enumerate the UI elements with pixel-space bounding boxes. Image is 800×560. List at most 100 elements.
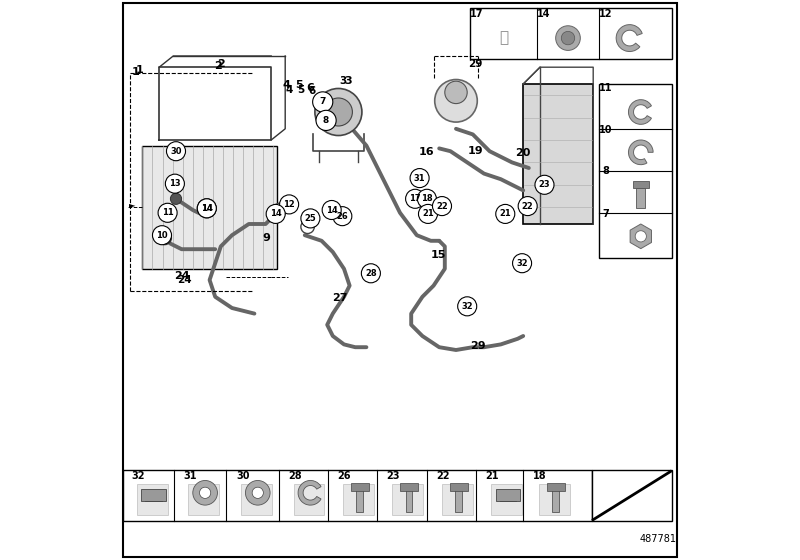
Text: 16: 16 — [418, 147, 434, 157]
Circle shape — [301, 220, 314, 234]
Bar — [455, 490, 462, 512]
Text: 22: 22 — [436, 202, 448, 211]
Text: 21: 21 — [422, 209, 434, 218]
Circle shape — [535, 175, 554, 194]
Bar — [137, 484, 168, 515]
Bar — [392, 484, 423, 515]
Text: 19: 19 — [468, 146, 483, 156]
Bar — [636, 188, 646, 208]
Text: 487781: 487781 — [639, 534, 676, 544]
Text: 12: 12 — [283, 200, 295, 209]
Circle shape — [316, 110, 336, 130]
Circle shape — [273, 203, 286, 217]
Bar — [142, 146, 277, 269]
Circle shape — [518, 197, 537, 216]
Circle shape — [434, 80, 478, 122]
Circle shape — [433, 197, 451, 216]
Text: 23: 23 — [386, 471, 400, 481]
Bar — [294, 484, 325, 515]
Text: 13: 13 — [169, 179, 181, 188]
Text: 21: 21 — [499, 209, 511, 218]
Circle shape — [445, 81, 467, 104]
Text: 31: 31 — [414, 174, 426, 183]
Text: 27: 27 — [332, 293, 348, 304]
Bar — [188, 484, 219, 515]
Wedge shape — [298, 480, 321, 505]
Bar — [546, 483, 565, 491]
Text: 31: 31 — [183, 471, 197, 481]
Text: 22: 22 — [436, 471, 450, 481]
Text: 21: 21 — [486, 471, 499, 481]
Text: 14: 14 — [326, 206, 338, 214]
Text: 25: 25 — [305, 214, 316, 223]
Text: 13: 13 — [166, 179, 182, 189]
Text: 17: 17 — [470, 9, 483, 19]
Circle shape — [315, 88, 362, 136]
Text: 5: 5 — [297, 85, 304, 95]
Text: 1: 1 — [131, 67, 139, 77]
Circle shape — [280, 195, 298, 214]
Bar — [241, 484, 272, 515]
Text: 24: 24 — [174, 270, 190, 281]
Bar — [400, 483, 418, 491]
Text: 14: 14 — [270, 209, 282, 218]
Bar — [123, 470, 592, 521]
Text: 2: 2 — [217, 59, 225, 69]
Bar — [442, 484, 473, 515]
Bar — [450, 483, 468, 491]
Circle shape — [418, 189, 436, 208]
Bar — [350, 483, 369, 491]
Text: 22: 22 — [522, 202, 534, 211]
Text: ►: ► — [129, 200, 135, 209]
Text: 26: 26 — [337, 212, 348, 221]
Circle shape — [193, 480, 218, 505]
Bar — [343, 484, 374, 515]
Text: 8: 8 — [323, 116, 330, 125]
Circle shape — [418, 204, 438, 223]
Text: 3: 3 — [345, 76, 352, 86]
Bar — [142, 489, 166, 501]
Circle shape — [252, 487, 263, 498]
Text: 15: 15 — [430, 250, 446, 260]
Circle shape — [170, 193, 182, 204]
Wedge shape — [616, 25, 642, 52]
Text: 🔩: 🔩 — [499, 31, 508, 45]
Bar — [592, 470, 672, 521]
Circle shape — [333, 207, 352, 226]
Text: 26: 26 — [338, 471, 350, 481]
Text: 18: 18 — [421, 194, 433, 203]
Text: 32: 32 — [516, 259, 528, 268]
Text: 20: 20 — [515, 148, 531, 158]
Bar — [491, 484, 522, 515]
Circle shape — [406, 189, 425, 208]
Wedge shape — [629, 100, 651, 124]
Text: 6: 6 — [308, 86, 315, 96]
Circle shape — [246, 480, 270, 505]
Text: 7: 7 — [319, 97, 326, 106]
Text: 14: 14 — [201, 204, 213, 213]
Text: 14: 14 — [201, 204, 213, 213]
Bar — [552, 490, 559, 512]
Text: 11: 11 — [599, 83, 613, 93]
Circle shape — [513, 254, 531, 273]
Text: 28: 28 — [365, 269, 377, 278]
Text: 2: 2 — [214, 61, 222, 71]
Text: 4: 4 — [283, 80, 291, 90]
Text: 30: 30 — [236, 471, 250, 481]
Text: 23: 23 — [538, 180, 550, 189]
Text: 32: 32 — [462, 302, 473, 311]
Text: 32: 32 — [131, 471, 145, 481]
Circle shape — [334, 208, 348, 222]
Text: 5: 5 — [295, 80, 302, 90]
Text: 28: 28 — [289, 471, 302, 481]
Circle shape — [410, 169, 429, 188]
Text: 29: 29 — [470, 341, 486, 351]
Circle shape — [301, 209, 320, 228]
Circle shape — [198, 199, 216, 218]
Text: 24: 24 — [177, 275, 192, 285]
Circle shape — [635, 231, 646, 242]
Text: 3: 3 — [339, 76, 346, 86]
Text: 4: 4 — [286, 85, 294, 95]
Circle shape — [158, 203, 177, 222]
Text: 29: 29 — [469, 59, 482, 69]
